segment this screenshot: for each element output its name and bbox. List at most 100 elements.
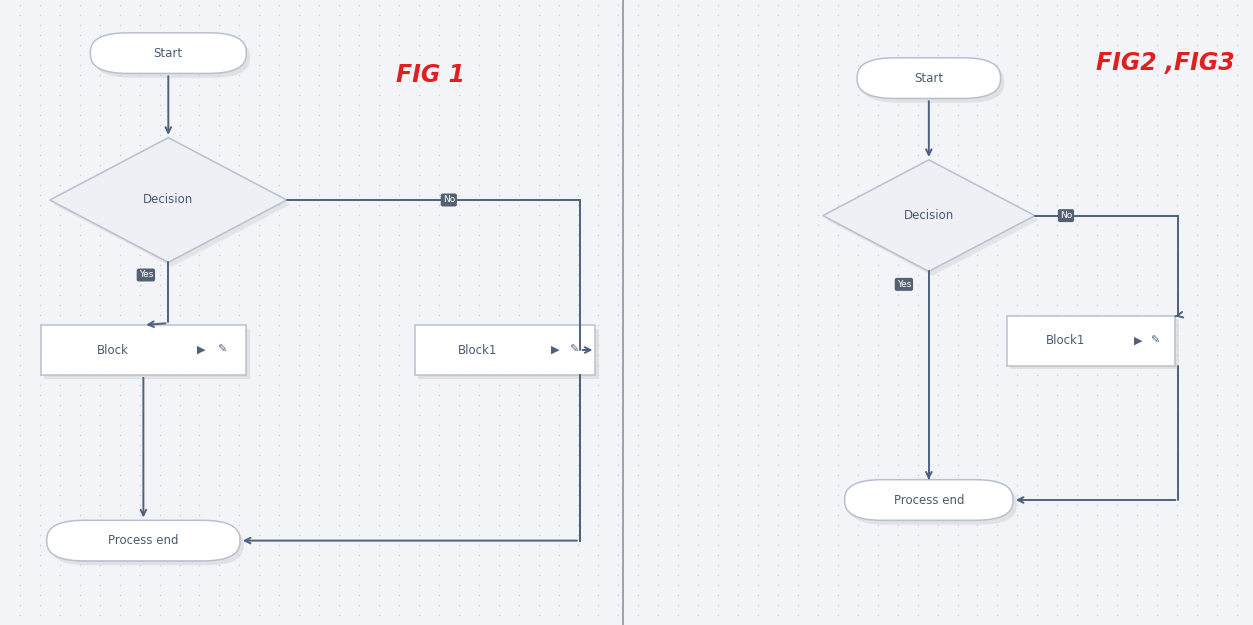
- Point: [1027, 330, 1048, 340]
- Point: [1108, 160, 1128, 170]
- Point: [509, 460, 529, 470]
- Point: [269, 280, 289, 290]
- Point: [388, 500, 408, 510]
- Point: [149, 550, 169, 560]
- Point: [728, 380, 748, 390]
- Point: [1207, 70, 1227, 80]
- Point: [987, 530, 1007, 540]
- Point: [788, 110, 808, 120]
- Point: [628, 70, 648, 80]
- Point: [1207, 370, 1227, 380]
- Point: [330, 250, 350, 260]
- Point: [1146, 470, 1167, 480]
- Point: [1088, 320, 1108, 330]
- Point: [489, 360, 509, 370]
- Point: [408, 530, 429, 540]
- Point: [1227, 210, 1247, 220]
- Point: [449, 500, 469, 510]
- Point: [927, 110, 947, 120]
- Point: [489, 570, 509, 580]
- Point: [887, 120, 907, 130]
- Point: [549, 610, 569, 620]
- Point: [828, 370, 848, 380]
- Point: [1068, 140, 1088, 150]
- Point: [628, 40, 648, 50]
- Point: [1068, 180, 1088, 190]
- Point: [10, 10, 30, 20]
- Point: [70, 80, 90, 90]
- Point: [110, 370, 130, 380]
- Point: [269, 200, 289, 210]
- Point: [169, 450, 189, 460]
- Point: [350, 380, 370, 390]
- Point: [1007, 460, 1027, 470]
- Point: [469, 110, 489, 120]
- Point: [529, 330, 549, 340]
- Point: [509, 540, 529, 550]
- Point: [828, 580, 848, 590]
- Point: [429, 230, 449, 240]
- Point: [30, 150, 50, 160]
- Point: [1048, 70, 1068, 80]
- Point: [249, 0, 269, 10]
- Point: [449, 480, 469, 490]
- Point: [788, 400, 808, 410]
- Point: [330, 170, 350, 180]
- Point: [1108, 420, 1128, 430]
- Point: [648, 0, 668, 10]
- Point: [828, 380, 848, 390]
- Point: [1027, 280, 1048, 290]
- Point: [350, 550, 370, 560]
- Point: [569, 600, 589, 610]
- Point: [330, 180, 350, 190]
- Point: [1027, 250, 1048, 260]
- Point: [648, 20, 668, 30]
- Point: [70, 490, 90, 500]
- Point: [688, 330, 708, 340]
- Point: [509, 560, 529, 570]
- Point: [609, 280, 629, 290]
- Point: [388, 20, 408, 30]
- Point: [309, 180, 330, 190]
- Point: [688, 570, 708, 580]
- Point: [628, 510, 648, 520]
- Point: [189, 380, 209, 390]
- Point: [967, 490, 987, 500]
- Point: [867, 200, 887, 210]
- Point: [628, 120, 648, 130]
- Point: [1126, 240, 1146, 250]
- Point: [1227, 260, 1247, 270]
- Point: [10, 170, 30, 180]
- Point: [509, 370, 529, 380]
- Point: [748, 140, 768, 150]
- Point: [368, 460, 388, 470]
- Point: [289, 160, 309, 170]
- Point: [628, 210, 648, 220]
- Point: [209, 10, 229, 20]
- Point: [947, 150, 967, 160]
- Point: [1108, 90, 1128, 100]
- Point: [947, 520, 967, 530]
- Point: [50, 190, 70, 200]
- Point: [129, 210, 149, 220]
- Point: [907, 490, 927, 500]
- Point: [10, 230, 30, 240]
- Point: [269, 50, 289, 60]
- Point: [1088, 530, 1108, 540]
- Text: Block: Block: [96, 344, 129, 356]
- Point: [828, 20, 848, 30]
- Point: [1048, 340, 1068, 350]
- Point: [648, 560, 668, 570]
- Point: [808, 230, 828, 240]
- Point: [10, 120, 30, 130]
- Point: [449, 120, 469, 130]
- Point: [289, 580, 309, 590]
- Point: [330, 600, 350, 610]
- Point: [728, 540, 748, 550]
- Point: [867, 350, 887, 360]
- Point: [1007, 450, 1027, 460]
- Point: [808, 480, 828, 490]
- Point: [90, 290, 110, 300]
- FancyBboxPatch shape: [94, 37, 249, 78]
- Point: [1088, 280, 1108, 290]
